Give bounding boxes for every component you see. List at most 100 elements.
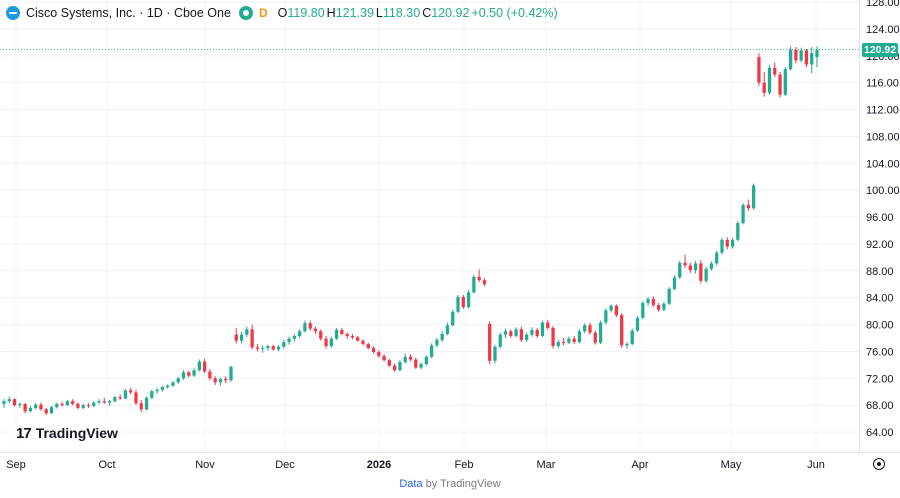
symbol-title[interactable]: Cisco Systems, Inc. · 1D · Cboe One xyxy=(26,6,231,20)
candle-body xyxy=(493,346,497,361)
candle xyxy=(266,344,270,351)
candle xyxy=(187,370,191,378)
candle xyxy=(197,359,201,372)
candle-body xyxy=(461,297,465,308)
candle xyxy=(213,376,217,386)
candle xyxy=(23,403,27,414)
candle-body xyxy=(799,50,803,61)
time-tick-label: Sep xyxy=(6,459,26,471)
candle-body xyxy=(393,365,397,371)
candle xyxy=(97,399,101,405)
candle-body xyxy=(197,361,201,371)
candle-body xyxy=(572,338,576,343)
candle xyxy=(76,402,80,410)
candle xyxy=(625,342,629,349)
candle xyxy=(773,62,777,78)
delayed-data-badge[interactable]: D xyxy=(258,6,268,20)
candle-body xyxy=(166,385,170,388)
candle-body xyxy=(678,262,682,278)
candle-body xyxy=(234,334,238,341)
candle-body xyxy=(757,57,761,83)
candle xyxy=(361,339,365,346)
candle xyxy=(118,394,122,400)
candle xyxy=(509,329,513,338)
candle xyxy=(778,71,782,98)
price-tick-label: 84.00 xyxy=(866,293,894,305)
candle-body xyxy=(334,329,339,339)
candle xyxy=(561,338,566,346)
candle xyxy=(757,53,761,86)
candle-body xyxy=(155,389,159,392)
candle xyxy=(160,385,165,392)
candle xyxy=(356,335,360,342)
price-tick-label: 72.00 xyxy=(866,373,894,385)
candle xyxy=(324,335,328,349)
candle xyxy=(767,65,772,95)
candle-body xyxy=(7,399,11,402)
candle-body xyxy=(150,391,154,398)
candle xyxy=(794,47,798,64)
candle xyxy=(81,403,85,410)
candle xyxy=(70,399,75,406)
candle xyxy=(556,340,560,349)
candle-body xyxy=(371,348,376,353)
candle xyxy=(419,362,423,370)
candle-body xyxy=(218,378,223,383)
price-tick-label: 96.00 xyxy=(866,212,894,224)
candle xyxy=(715,250,719,266)
candle xyxy=(55,402,59,409)
candle xyxy=(239,331,244,344)
candle-body xyxy=(593,332,597,343)
candle xyxy=(113,395,117,403)
candle xyxy=(477,269,481,283)
change-value: +0.50 (+0.42%) xyxy=(471,6,558,20)
candle xyxy=(540,320,545,338)
candle-body xyxy=(60,403,64,406)
candle xyxy=(414,357,418,369)
time-tick-label: Oct xyxy=(98,459,115,471)
candle xyxy=(440,331,444,343)
candle-body xyxy=(144,397,149,410)
candle xyxy=(12,398,17,407)
tradingview-logo[interactable]: 17 TradingView xyxy=(10,420,124,446)
candle xyxy=(662,301,666,312)
eye-icon[interactable] xyxy=(238,6,253,20)
time-tick-label: Nov xyxy=(195,459,215,471)
time-axis[interactable]: Sep Oct Nov Dec 2026 Feb Mar Apr May Jun xyxy=(6,459,825,471)
candle-body xyxy=(429,345,434,357)
close-key: C xyxy=(422,6,432,20)
gear-icon[interactable] xyxy=(873,458,885,470)
candle-body xyxy=(614,305,619,316)
candle-body xyxy=(261,348,265,350)
candle-body xyxy=(55,403,59,408)
candle-body xyxy=(107,401,112,403)
candle-body xyxy=(662,303,666,310)
candle-body xyxy=(192,370,196,376)
price-tick-label: 64.00 xyxy=(866,427,894,439)
candle-body xyxy=(588,325,592,333)
candle-body xyxy=(324,338,328,347)
candle xyxy=(334,327,339,341)
candle xyxy=(461,294,465,310)
gridlines xyxy=(0,0,859,452)
candle xyxy=(567,336,571,345)
candle-body xyxy=(651,299,655,306)
data-link[interactable]: Data xyxy=(399,478,423,490)
candle-body xyxy=(345,333,349,336)
candle-body xyxy=(76,403,80,408)
candle-body xyxy=(688,265,692,271)
candle xyxy=(466,289,471,309)
candle xyxy=(202,358,207,373)
candle-body xyxy=(303,323,307,332)
high-value: 121.39 xyxy=(335,6,374,20)
candle xyxy=(139,399,143,412)
price-axis[interactable]: 128.00124.00120.00116.00112.00108.00104.… xyxy=(866,0,900,439)
candle-body xyxy=(123,390,128,399)
price-tick-label: 92.00 xyxy=(866,239,894,251)
candle-body xyxy=(788,49,793,70)
candle-body xyxy=(540,322,545,336)
candle-body xyxy=(683,262,687,266)
candle-body xyxy=(804,50,809,65)
candle-body xyxy=(202,361,207,372)
